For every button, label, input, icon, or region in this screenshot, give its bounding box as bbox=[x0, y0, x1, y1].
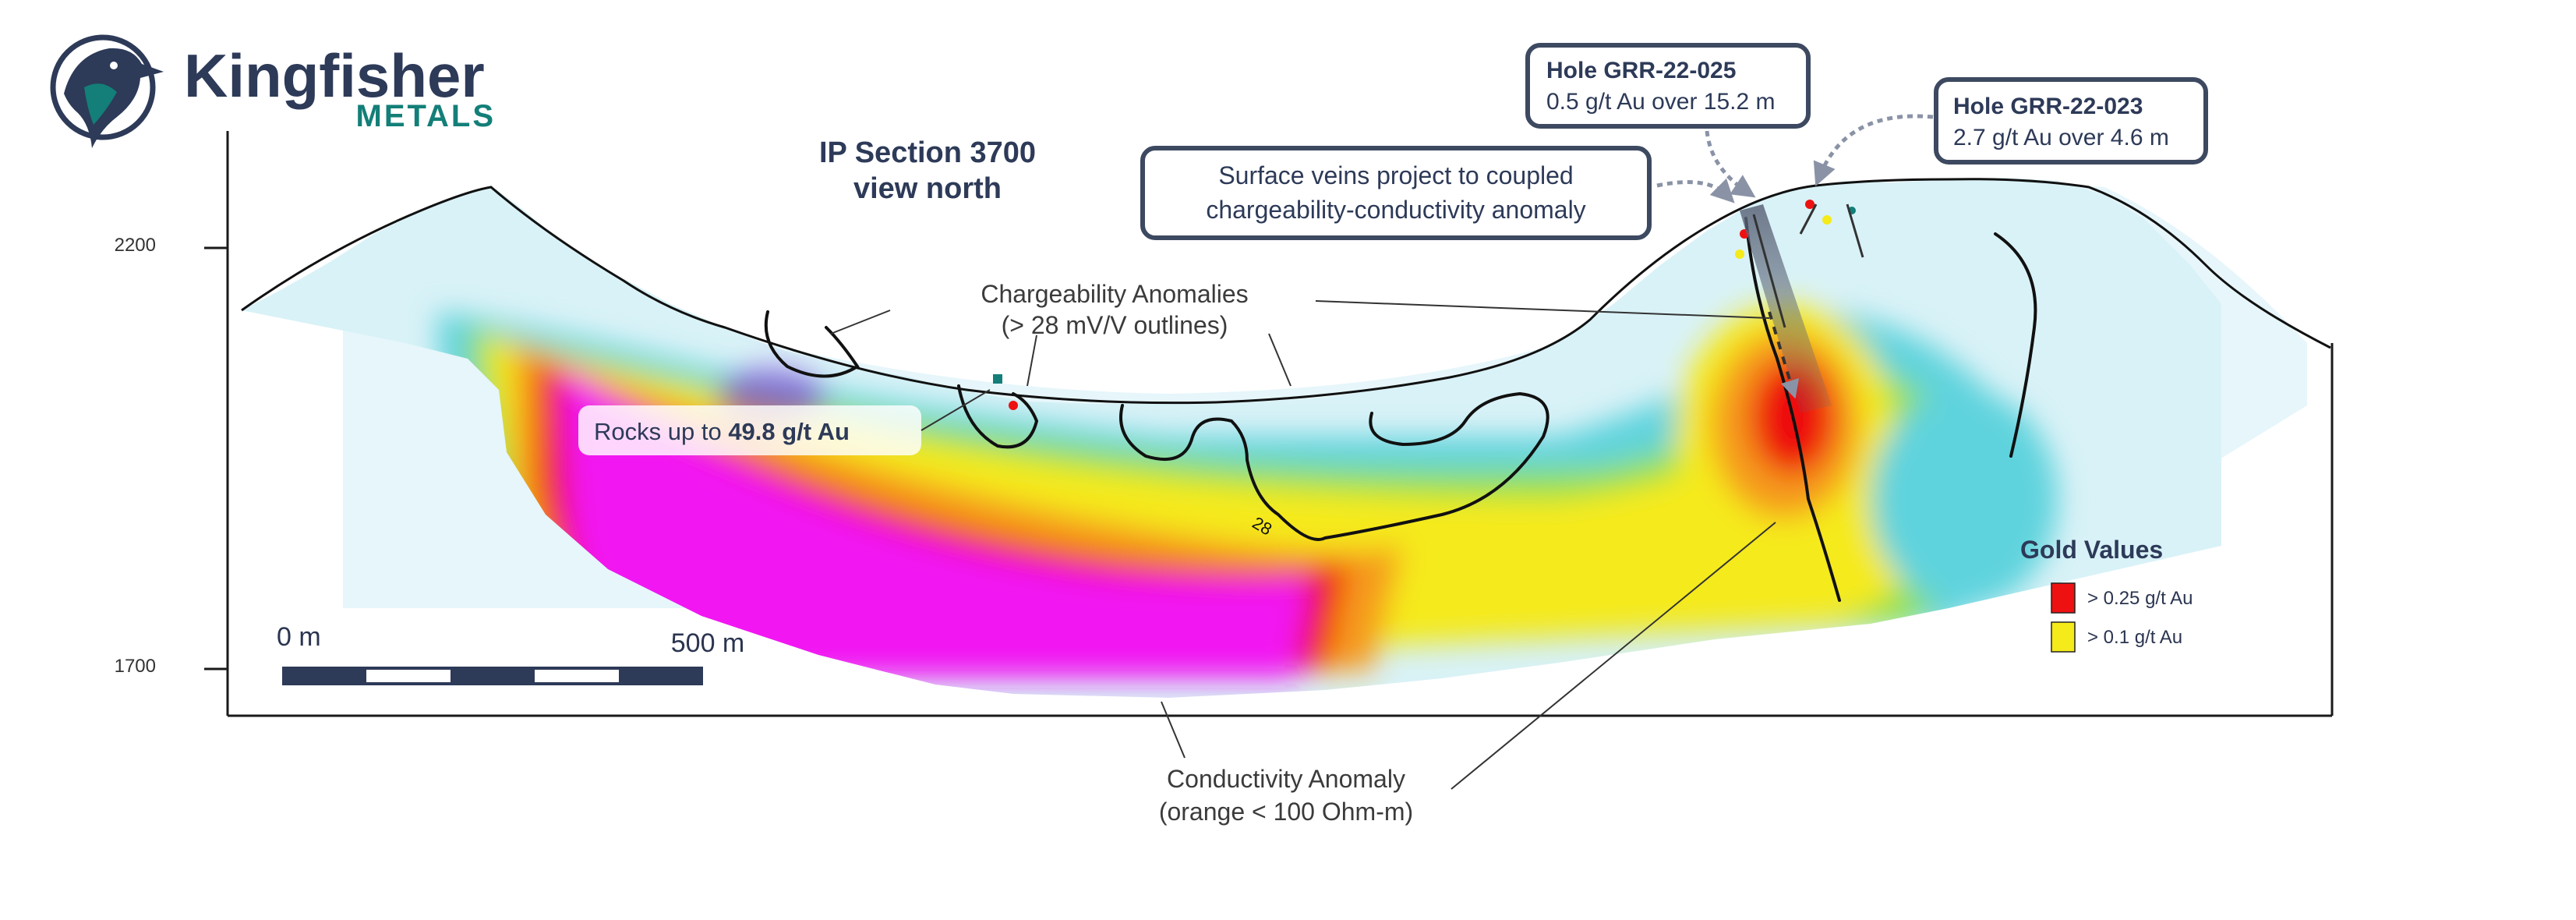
rock-sample-marker bbox=[1822, 215, 1832, 225]
callout-arrow bbox=[1656, 178, 1735, 203]
legend-swatch-yellow bbox=[2051, 621, 2076, 653]
scale-end-label: 500 m bbox=[671, 628, 745, 658]
surface-veins-line2: chargeability-conductivity anomaly bbox=[1206, 196, 1585, 224]
brand-tagline: METALS bbox=[356, 99, 496, 133]
section-frame bbox=[204, 131, 2334, 717]
kingfisher-logo: Kingfisher METALS bbox=[50, 34, 496, 149]
legend-label-yellow: > 0.1 g/t Au bbox=[2087, 627, 2182, 648]
projection-arrow bbox=[1768, 311, 1800, 399]
hole-025-callout: Hole GRR-22-025 0.5 g/t Au over 15.2 m bbox=[1525, 43, 1811, 198]
legend-title: Gold Values bbox=[2020, 536, 2163, 564]
gold-legend: Gold Values > 0.25 g/t Au > 0.1 g/t Au bbox=[2020, 536, 2193, 653]
rock-sample-marker bbox=[1009, 401, 1018, 410]
chargeability-contours bbox=[764, 217, 2037, 602]
contour-outline bbox=[1994, 232, 2037, 458]
callout-arrow bbox=[1705, 130, 1756, 198]
rock-sample-marker bbox=[1735, 249, 1744, 259]
contour-outline bbox=[764, 310, 860, 378]
contour-outline bbox=[957, 384, 1039, 449]
leader-line bbox=[1027, 334, 1037, 387]
callout-arrow bbox=[1813, 114, 1934, 186]
conductivity-line2: (orange < 100 Ohm-m) bbox=[1159, 798, 1413, 826]
legend-swatch-red bbox=[2051, 582, 2076, 614]
hole-023-line-b bbox=[1846, 203, 1864, 258]
chargeability-line2: (> 28 mV/V outlines) bbox=[1002, 311, 1228, 339]
conductivity-line1: Conductivity Anomaly bbox=[1167, 765, 1405, 793]
surface-samples bbox=[993, 200, 1856, 410]
ip-model-colorfield bbox=[242, 178, 2307, 698]
hole-023-title: Hole GRR-22-023 bbox=[1953, 94, 2143, 119]
drill-holes bbox=[1740, 203, 1864, 413]
rocks-value: 49.8 g/t Au bbox=[728, 418, 850, 445]
rocks-callout: Rocks up to 49.8 g/t Au bbox=[578, 389, 991, 455]
chargeability-annotation: Chargeability Anomalies (> 28 mV/V outli… bbox=[830, 280, 1770, 387]
conductivity-annotation: Conductivity Anomaly (orange < 100 Ohm-m… bbox=[1159, 522, 1776, 826]
scale-bar: 0 m 500 m bbox=[277, 622, 744, 685]
contour-outline bbox=[1119, 391, 1549, 541]
brand-name: Kingfisher bbox=[184, 41, 485, 110]
hole-025-title: Hole GRR-22-025 bbox=[1546, 58, 1736, 83]
hole-025-detail: 0.5 g/t Au over 15.2 m bbox=[1546, 89, 1776, 115]
hole-023-line bbox=[1799, 203, 1818, 235]
hole-023-detail: 2.7 g/t Au over 4.6 m bbox=[1953, 125, 2169, 150]
scale-start-label: 0 m bbox=[277, 622, 321, 652]
leader-line bbox=[830, 310, 891, 334]
surface-veins-line1: Surface veins project to coupled bbox=[1218, 161, 1573, 189]
surface-veins-callout: Surface veins project to coupled chargea… bbox=[1140, 146, 1735, 240]
leader-line bbox=[1268, 333, 1292, 387]
legend-label-red: > 0.25 g/t Au bbox=[2087, 588, 2193, 609]
topography-profile bbox=[241, 178, 2331, 405]
rocks-prefix: Rocks up to bbox=[594, 418, 728, 445]
hole-025-trace bbox=[1740, 204, 1832, 413]
leader-line bbox=[1161, 701, 1186, 759]
rocks-text: Rocks up to 49.8 g/t Au bbox=[594, 418, 850, 445]
leader-line bbox=[1315, 300, 1770, 319]
rock-sample-marker bbox=[993, 374, 1002, 384]
section-title-line2: view north bbox=[853, 172, 1002, 205]
rock-sample-marker bbox=[1805, 200, 1815, 209]
chargeability-line1: Chargeability Anomalies bbox=[981, 280, 1248, 308]
hole-023-callout: Hole GRR-22-023 2.7 g/t Au over 4.6 m bbox=[1813, 77, 2208, 186]
leader-line bbox=[1451, 522, 1776, 790]
hole-025-line bbox=[1752, 214, 1786, 328]
leader-line bbox=[921, 389, 991, 431]
tick-label-2200: 2200 bbox=[115, 235, 156, 256]
tick-label-1700: 1700 bbox=[115, 656, 156, 677]
contour-outline bbox=[1744, 217, 1841, 602]
section-title-line1: IP Section 3700 bbox=[819, 136, 1036, 169]
kingfisher-bird-icon bbox=[50, 34, 164, 149]
